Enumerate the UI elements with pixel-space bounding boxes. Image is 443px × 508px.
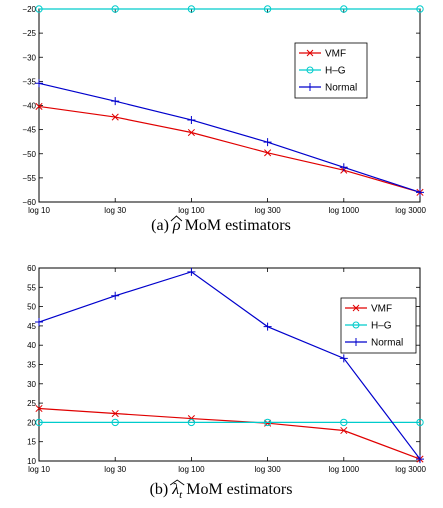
series-line bbox=[38, 407, 421, 460]
data-point bbox=[111, 409, 119, 418]
y-tick-label: 55 bbox=[27, 283, 36, 292]
y-tick-label: 25 bbox=[27, 399, 36, 408]
data-point bbox=[187, 414, 195, 423]
data-point bbox=[263, 418, 272, 427]
data-point bbox=[416, 5, 424, 13]
y-tick-label: 15 bbox=[27, 438, 36, 447]
data-point bbox=[339, 354, 348, 363]
x-tick-label: log 3000 bbox=[395, 206, 426, 215]
data-point bbox=[416, 418, 424, 427]
y-tick-label: 50 bbox=[27, 303, 36, 312]
data-point bbox=[111, 113, 119, 121]
x-tick-label: log 1000 bbox=[328, 465, 359, 474]
data-point bbox=[111, 5, 119, 13]
data-point bbox=[35, 5, 43, 13]
series-line bbox=[38, 271, 421, 460]
data-point bbox=[340, 5, 348, 13]
legend-marker bbox=[306, 83, 314, 91]
caption-symbol: ρ bbox=[172, 217, 181, 234]
chart-caption: (a) ρ MoM estimators bbox=[151, 217, 291, 234]
plot-area bbox=[38, 267, 421, 462]
chart-1: −60 −55 −50 −45 −40 −35 −30 −25 −20 log 10 log 30 l… bbox=[22, 5, 426, 234]
y-tick-label: 60 bbox=[27, 264, 36, 273]
data-point bbox=[35, 404, 43, 413]
data-point bbox=[416, 455, 424, 464]
series-normal bbox=[35, 79, 424, 197]
x-tick-label: log 30 bbox=[104, 206, 126, 215]
y-tick-label: −20 bbox=[22, 5, 36, 14]
caption-hat bbox=[170, 215, 183, 222]
data-point bbox=[111, 291, 120, 300]
data-point bbox=[339, 163, 348, 172]
series-hg bbox=[35, 5, 424, 13]
legend-marker bbox=[352, 338, 360, 346]
legend-marker bbox=[352, 321, 360, 329]
y-tick-label: −45 bbox=[22, 126, 36, 135]
legend-label: H–G bbox=[325, 66, 346, 77]
legend-label: Normal bbox=[371, 338, 403, 349]
data-point bbox=[340, 426, 348, 435]
data-point bbox=[264, 149, 272, 157]
data-point bbox=[35, 318, 43, 327]
legend: VMF H–G Normal bbox=[294, 42, 368, 99]
x-tick-label: log 30 bbox=[104, 465, 126, 474]
y-tick-label: 30 bbox=[27, 380, 36, 389]
y-tick-label: 45 bbox=[27, 322, 36, 331]
y-tick-label: −30 bbox=[22, 53, 36, 62]
data-point bbox=[35, 418, 43, 427]
x-tick-label: log 10 bbox=[28, 206, 50, 215]
data-point bbox=[263, 5, 272, 13]
y-tick-label: −60 bbox=[22, 198, 36, 207]
x-tick-label: log 10 bbox=[28, 465, 50, 474]
caption-hat bbox=[169, 479, 185, 486]
data-point bbox=[416, 188, 424, 197]
data-point bbox=[187, 267, 196, 276]
legend-label: VMF bbox=[325, 49, 346, 60]
legend-marker bbox=[352, 304, 360, 312]
chart-2: 10 15 20 25 30 35 40 45 50 55 60 log 10 log 30 log 10… bbox=[27, 264, 426, 501]
y-tick-label: −35 bbox=[22, 77, 36, 86]
legend-label: VMF bbox=[371, 304, 392, 315]
y-tick-label: 20 bbox=[27, 418, 36, 427]
plot-area bbox=[38, 8, 421, 203]
x-tick-label: log 100 bbox=[178, 206, 205, 215]
x-tick-label: log 1000 bbox=[328, 206, 359, 215]
data-point bbox=[35, 79, 43, 88]
data-point bbox=[187, 418, 196, 427]
data-point bbox=[187, 115, 196, 124]
y-tick-label: −40 bbox=[22, 102, 36, 111]
caption-symbol: λ bbox=[171, 481, 179, 498]
y-tick-label: 35 bbox=[27, 361, 36, 370]
legend: VMF H–G Normal bbox=[340, 297, 417, 354]
x-tick-label: log 100 bbox=[178, 465, 205, 474]
legend-marker bbox=[306, 49, 314, 57]
data-point bbox=[187, 5, 196, 13]
legend-label: Normal bbox=[325, 83, 357, 94]
series-hg bbox=[35, 418, 424, 427]
data-point bbox=[263, 138, 272, 147]
x-tick-label: log 300 bbox=[254, 465, 281, 474]
legend-label: H–G bbox=[371, 321, 392, 332]
chart-caption: (b) λt MoM estimators bbox=[150, 481, 293, 501]
legend-marker bbox=[306, 66, 314, 74]
x-tick-label: log 3000 bbox=[395, 465, 426, 474]
y-tick-label: 40 bbox=[27, 341, 36, 350]
data-point bbox=[111, 97, 120, 106]
series-line bbox=[38, 105, 421, 193]
data-point bbox=[111, 418, 119, 427]
y-tick-label: 10 bbox=[27, 457, 36, 466]
x-tick-label: log 300 bbox=[254, 206, 281, 215]
data-point bbox=[35, 102, 43, 111]
y-tick-label: −50 bbox=[22, 150, 36, 159]
series-normal bbox=[35, 267, 424, 464]
series-vmf bbox=[35, 102, 424, 196]
y-tick-label: −25 bbox=[22, 29, 36, 38]
series-line bbox=[38, 82, 421, 193]
data-point bbox=[187, 128, 195, 137]
data-point bbox=[340, 418, 348, 427]
y-tick-label: −55 bbox=[22, 174, 36, 183]
data-point bbox=[263, 322, 272, 331]
